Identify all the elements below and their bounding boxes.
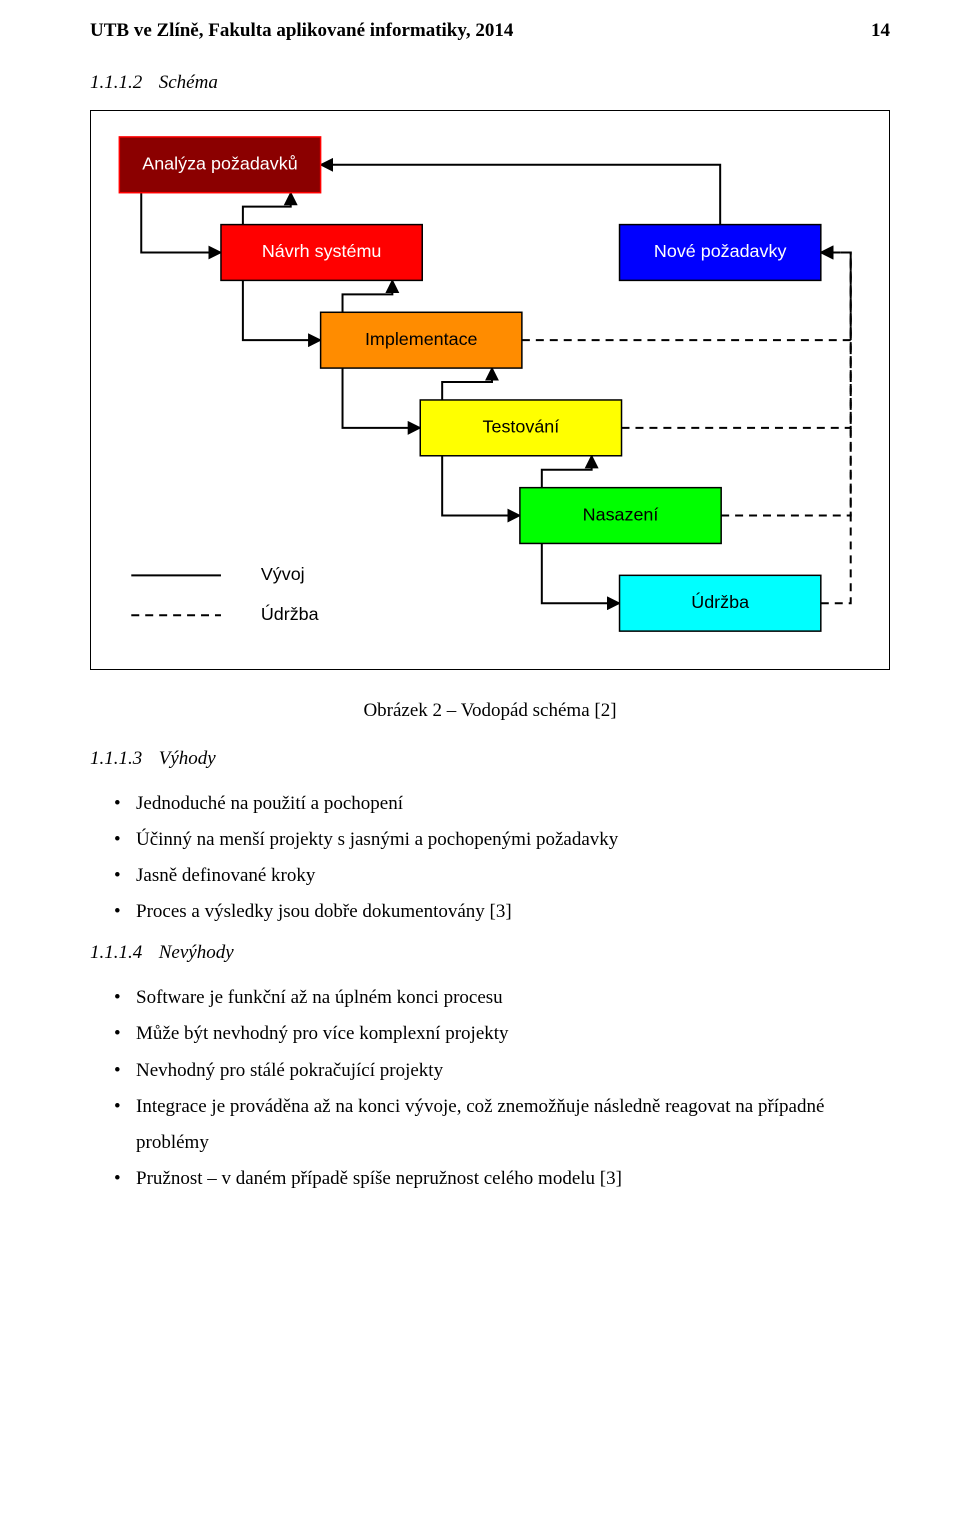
connector-up — [542, 456, 592, 488]
diagram-node-label-analyza: Analýza požadavků — [142, 154, 297, 174]
list-item: Jednoduché na použití a pochopení — [90, 786, 890, 822]
connector-down — [141, 193, 221, 253]
disadvantages-list: Software je funkční až na úplném konci p… — [90, 980, 890, 1197]
diagram-svg: Analýza požadavků Návrh systému Implementa… — [91, 111, 889, 669]
connector-nove-analyza — [321, 165, 721, 225]
connector-up — [442, 368, 492, 400]
connector-down — [243, 280, 321, 340]
list-item: Proces a výsledky jsou dobře dokumentová… — [90, 894, 890, 930]
section-number: 1.1.1.2 — [90, 72, 154, 94]
list-item: Může být nevhodný pro více komplexní pro… — [90, 1016, 890, 1052]
diagram-node-label-nasazeni: Nasazení — [583, 504, 659, 524]
connector-down — [343, 368, 421, 428]
diagram-node-label-udrzba: Údržba — [691, 591, 749, 612]
figure-caption: Obrázek 2 – Vodopád schéma [2] — [90, 700, 890, 722]
list-item: Software je funkční až na úplném konci p… — [90, 980, 890, 1016]
advantages-list: Jednoduché na použití a pochopeníÚčinný … — [90, 786, 890, 930]
section-title: Výhody — [159, 748, 216, 769]
connector-down — [542, 543, 620, 603]
list-item: Nevhodný pro stálé pokračující projekty — [90, 1053, 890, 1089]
section-heading-nevyhody: 1.1.1.4 Nevýhody — [90, 942, 890, 964]
section-heading-vyhody: 1.1.1.3 Výhody — [90, 748, 890, 770]
connector-up — [343, 280, 393, 312]
list-item: Pružnost – v daném případě spíše nepružn… — [90, 1161, 890, 1197]
page-header: UTB ve Zlíně, Fakulta aplikované informa… — [90, 20, 890, 42]
diagram-node-label-impl: Implementace — [365, 329, 478, 349]
list-item: Integrace je prováděna až na konci vývoj… — [90, 1089, 890, 1161]
legend-label-udrzba: Údržba — [261, 603, 319, 624]
header-page-number: 14 — [871, 20, 890, 42]
section-title: Schéma — [159, 72, 218, 93]
section-number: 1.1.1.3 — [90, 748, 154, 770]
section-number: 1.1.1.4 — [90, 942, 154, 964]
connector-up — [243, 193, 291, 225]
section-heading-schema: 1.1.1.2 Schéma — [90, 72, 890, 94]
connector-dashed — [721, 252, 851, 515]
header-left: UTB ve Zlíně, Fakulta aplikované informa… — [90, 20, 513, 42]
diagram-node-label-nove: Nové požadavky — [654, 241, 787, 261]
section-title: Nevýhody — [159, 942, 234, 963]
diagram-node-label-test: Testování — [483, 417, 560, 437]
diagram-node-label-navrh: Návrh systému — [262, 241, 382, 261]
legend-label-vyvoj: Vývoj — [261, 564, 305, 584]
waterfall-diagram: Analýza požadavků Návrh systému Implementa… — [90, 110, 890, 670]
list-item: Jasně definované kroky — [90, 858, 890, 894]
connector-down — [442, 456, 520, 516]
list-item: Účinný na menší projekty s jasnými a poc… — [90, 822, 890, 858]
